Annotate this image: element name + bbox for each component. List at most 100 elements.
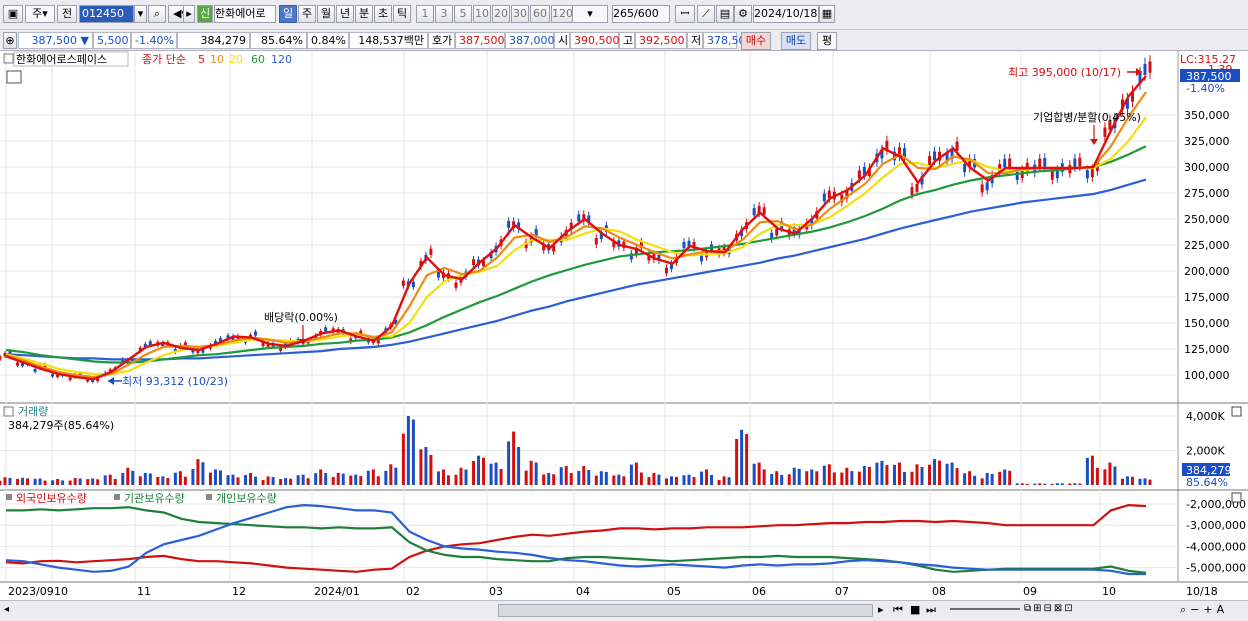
calc-icon <box>6 70 22 84</box>
price-tick-label: 250,000 <box>1184 213 1230 226</box>
period-tab[interactable]: 틱 <box>393 5 411 23</box>
volume-bar <box>73 478 77 485</box>
x-axis-label: 2024/01 <box>314 585 360 598</box>
ask-price: 387,000 <box>505 32 555 49</box>
interval-button[interactable]: 3 <box>435 5 453 23</box>
volume-bar <box>236 477 240 485</box>
scroll-left-icon[interactable]: ◂ <box>4 604 10 615</box>
volume-bar <box>1038 483 1042 485</box>
period-tab[interactable]: 분 <box>355 5 373 23</box>
interval-dropdown[interactable]: ▾ <box>572 5 608 23</box>
zoom-controls[interactable]: ⌕−+A <box>1180 603 1229 616</box>
volume-bar <box>1130 476 1134 485</box>
holdings-close-icon <box>1231 492 1242 503</box>
first-page-icon[interactable]: ⏮ <box>893 603 903 616</box>
candle-body <box>401 280 405 286</box>
period-tab[interactable]: 주 <box>298 5 316 23</box>
save-icon[interactable]: ▤ <box>716 5 734 23</box>
volume-bar <box>875 462 879 485</box>
volume-bar <box>810 469 814 485</box>
volume-bar <box>512 431 516 485</box>
period-tab[interactable]: 초 <box>374 5 392 23</box>
stop-icon[interactable]: ■ <box>910 603 921 616</box>
interval-button[interactable]: 5 <box>454 5 472 23</box>
chart-scrollbar[interactable]: ◂ ▸ ⏮ ■ ⏭ ⧉⊞⊟⊠⊡ ⌕−+A <box>0 600 1248 621</box>
x-axis-label: 06 <box>752 585 766 598</box>
volume-bar <box>78 478 82 485</box>
gear-icon[interactable]: ⚙ <box>734 5 752 23</box>
candle-body <box>827 190 831 199</box>
candle-body <box>1085 170 1089 179</box>
code-dropdown-icon[interactable]: ▾ <box>134 5 147 23</box>
interval-button[interactable]: 60 <box>530 5 550 23</box>
volume-bar <box>1025 483 1029 485</box>
eval-button[interactable]: 평 <box>817 32 837 50</box>
low-annotation: 최저 93,312 (10/23) <box>122 375 228 388</box>
volume-bar <box>424 447 428 485</box>
interval-button[interactable]: 120 <box>551 5 573 23</box>
count-current: 265 <box>613 7 634 20</box>
stock-code-input[interactable]: 012450 <box>79 5 134 23</box>
volume-value: 384,279 <box>177 32 250 49</box>
nav-arrow-icon[interactable]: ▸ <box>183 5 195 23</box>
period-tab[interactable]: 년 <box>336 5 354 23</box>
volume-bar <box>441 469 445 485</box>
zoom-slider[interactable] <box>950 608 1020 610</box>
merger-arrow-head <box>1090 139 1098 145</box>
candle-body <box>1003 158 1007 168</box>
volume-bar <box>384 470 388 485</box>
prev-button[interactable]: 전 <box>57 5 77 23</box>
volume-bar <box>735 438 739 485</box>
volume-panel: 4,000K 2,000K <box>0 410 1225 485</box>
volume-bar <box>552 474 556 485</box>
volume-bar <box>657 474 661 485</box>
interval-button[interactable]: 30 <box>511 5 529 23</box>
last-page-icon[interactable]: ⏭ <box>926 603 936 616</box>
window-menu-icon[interactable]: ▣ <box>3 5 23 23</box>
candle-body <box>21 362 25 366</box>
interval-button[interactable]: 1 <box>416 5 434 23</box>
period-tab[interactable]: 월 <box>317 5 335 23</box>
line-tool-icon[interactable]: ⟋ <box>697 5 715 23</box>
tool-icons[interactable]: ⧉⊞⊟⊠⊡ <box>1024 603 1075 614</box>
volume-bar <box>231 474 235 485</box>
candle-body <box>915 183 919 192</box>
expand-icon[interactable]: ⊕ <box>3 32 17 49</box>
candle-body <box>143 343 147 348</box>
sell-button[interactable]: 매도 <box>781 32 811 50</box>
search-icon[interactable]: ⌕ <box>148 5 166 23</box>
period-tab[interactable]: 일 <box>279 5 297 23</box>
volume-bar <box>464 469 468 485</box>
data-count[interactable]: 265/600 <box>612 5 670 23</box>
interval-button[interactable]: 20 <box>492 5 510 23</box>
x-axis-end-label: 10/18 <box>1186 585 1218 598</box>
price-change-pct: -1.40% <box>131 32 177 49</box>
market-select[interactable]: 주▾ <box>25 5 55 23</box>
volume-bar <box>629 464 633 485</box>
volume-bar <box>113 478 117 485</box>
candle-body <box>897 147 901 157</box>
volume-bar <box>517 446 521 485</box>
candle-body <box>196 349 200 354</box>
volume-bar <box>647 477 651 485</box>
volume-bar <box>68 480 72 485</box>
candle-body <box>33 368 37 372</box>
candle-type-icon[interactable]: ꟷ <box>675 5 695 23</box>
holdings-line-0 <box>5 503 1147 573</box>
date-input[interactable]: 2024/10/18 <box>753 5 819 23</box>
volume-bar <box>705 469 709 485</box>
volume-bar <box>16 478 20 485</box>
calendar-icon[interactable]: ▦ <box>819 5 835 23</box>
candle-body <box>376 339 380 344</box>
scroll-thumb[interactable] <box>498 604 873 617</box>
volume-bar <box>208 472 212 485</box>
volume-menu-icon <box>3 406 14 417</box>
volume-bar <box>792 467 796 485</box>
volume-bar <box>845 467 849 485</box>
interval-button[interactable]: 10 <box>473 5 491 23</box>
buy-button[interactable]: 매수 <box>741 32 771 50</box>
candle-body <box>454 282 458 288</box>
candle-body <box>933 151 937 161</box>
volume-bar <box>827 464 831 485</box>
scroll-right-icon[interactable]: ▸ <box>878 603 884 616</box>
